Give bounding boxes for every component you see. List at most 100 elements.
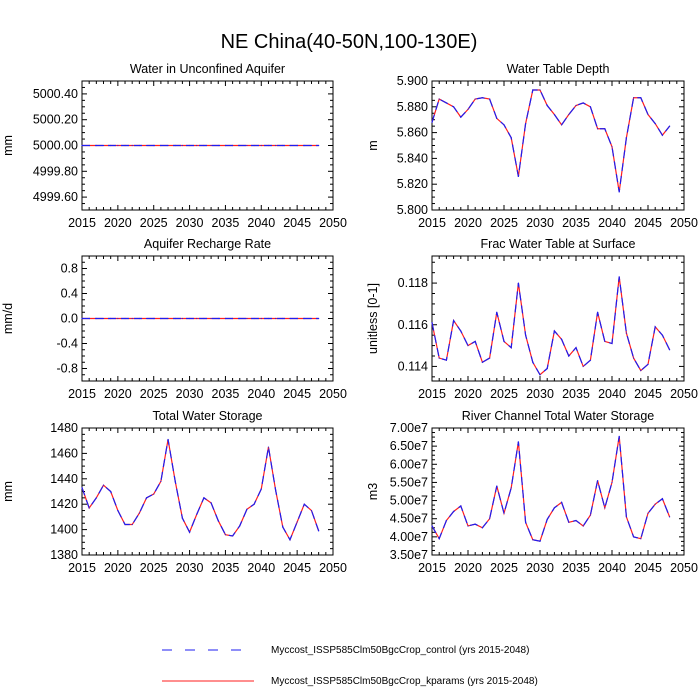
y-tick-label: 5.840 [397,151,428,165]
data-point [467,525,469,527]
series-line-kparams [431,276,671,376]
data-point [489,518,491,520]
data-point [474,98,476,100]
x-tick-label: 2030 [176,561,204,575]
y-axis-label: mm/d [1,303,15,334]
x-tick-label: 2050 [319,216,347,230]
panel-title: Water Table Depth [507,62,610,76]
data-point [282,317,284,320]
data-point [640,538,642,540]
data-point [210,502,212,504]
data-point [289,317,291,320]
series-line-control [431,89,671,193]
data-point [589,359,592,361]
data-point [88,507,90,509]
x-tick-label: 2025 [140,561,168,575]
data-point [517,175,520,178]
data-point [124,317,126,320]
x-tick-label: 2015 [418,561,446,575]
x-tick-label: 2025 [490,561,518,575]
x-tick-label: 2045 [634,216,662,230]
y-tick-label: 5.820 [397,177,428,191]
x-tick-label: 2025 [490,216,518,230]
data-point [661,498,664,500]
data-point [81,487,83,489]
data-point [633,357,635,359]
data-point [618,435,620,437]
data-point [496,311,498,313]
data-point [510,347,512,349]
y-tick-label: -0.8 [56,362,78,376]
data-point [604,128,606,130]
data-point [431,322,433,324]
series-line-kparams [431,89,671,193]
legend-label-control: Myccost_ISSP585Clm50BgcCrop_control (yrs… [271,645,529,656]
data-point [582,102,584,104]
data-point [296,144,298,147]
data-point [453,319,455,322]
y-tick-label: 4.00e7 [390,530,428,544]
data-point [481,527,483,529]
data-point [597,480,599,482]
data-point [246,508,248,510]
data-point [510,137,512,139]
x-tick-label: 2015 [418,387,446,401]
panel-river-channel-total-water-storage: River Channel Total Water Storage 2015 202… [366,409,698,575]
data-point [153,317,155,320]
data-point [253,317,255,320]
plot-frame [431,427,685,556]
data-point [445,359,447,361]
data-point [568,521,570,523]
data-point [460,330,462,332]
data-point [445,102,447,104]
data-point [217,317,219,320]
data-point [138,512,140,514]
x-tick-label: 2035 [562,387,590,401]
y-tick-label: 5000.20 [33,113,78,127]
data-point [232,317,234,320]
data-point [117,317,119,320]
data-point [503,512,505,514]
x-tick-label: 2025 [490,387,518,401]
data-point [647,363,649,365]
x-tick-label: 2035 [562,216,590,230]
data-point [467,344,469,347]
data-point [296,521,298,523]
y-tick-label: 4999.80 [33,164,78,178]
data-point [210,144,212,147]
data-point [210,317,212,320]
data-point [582,365,584,368]
x-tick-label: 2015 [68,561,96,575]
data-point [310,509,313,512]
x-tick-label: 2035 [212,561,240,575]
x-tick-label: 2040 [598,561,626,575]
data-point [267,317,270,320]
data-point [553,507,556,509]
y-tick-label: 1420 [50,497,78,511]
y-tick-label: 0.118 [398,276,428,290]
data-point [611,342,613,345]
y-tick-label: 1400 [50,523,78,537]
data-point [589,106,592,108]
y-tick-label: 5.900 [397,74,428,88]
data-point [597,128,599,130]
series-line-control [81,439,320,542]
x-tick-label: 2050 [319,387,347,401]
x-tick-label: 2020 [454,216,482,230]
data-point [303,503,305,505]
y-tick-label: 0.114 [398,359,428,373]
data-point [633,97,635,99]
data-point [474,523,476,525]
panel-title: Aquifer Recharge Rate [144,237,271,251]
data-point [589,514,592,516]
data-point [517,282,520,284]
data-point [167,144,169,147]
data-point [481,361,483,363]
data-point [253,503,255,505]
data-point [260,488,262,490]
x-tick-label: 2045 [283,216,311,230]
data-point [239,144,241,147]
data-point [167,438,169,441]
data-point [188,317,191,320]
